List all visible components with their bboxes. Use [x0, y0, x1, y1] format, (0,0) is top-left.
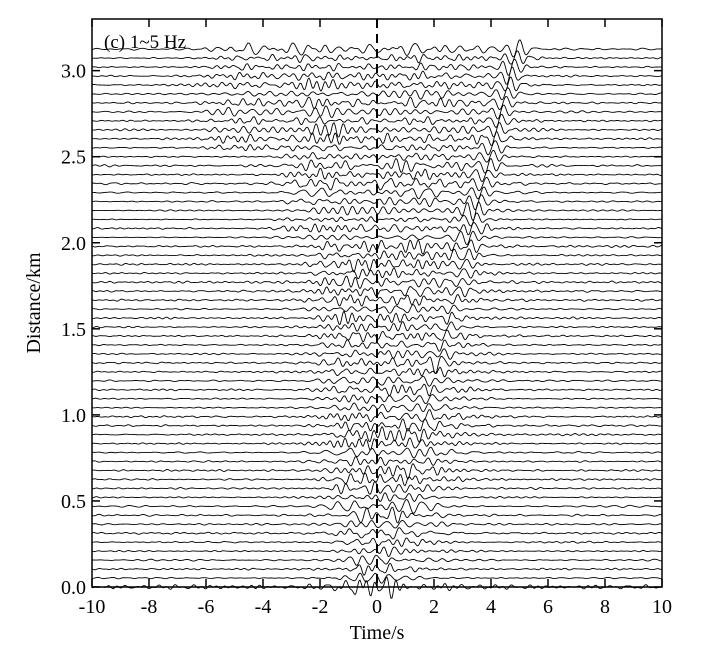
- x-tick-label: 2: [429, 596, 439, 618]
- seismic-trace: [91, 113, 663, 129]
- y-tick-label: 0.0: [61, 577, 86, 599]
- seismic-trace: [91, 267, 663, 280]
- seismic-trace: [91, 519, 663, 529]
- y-axis-label: Distance/km: [23, 252, 45, 354]
- seismic-trace: [91, 492, 663, 502]
- x-tick-label: 4: [486, 596, 496, 618]
- y-tick-label: 2.5: [61, 147, 86, 169]
- seismic-trace: [91, 176, 663, 192]
- seismic-trace: [91, 425, 663, 443]
- y-tick-label: 1.0: [61, 405, 86, 427]
- seismic-trace: [92, 140, 663, 156]
- x-tick-label: -4: [255, 596, 272, 618]
- x-tick-label: 8: [600, 596, 610, 618]
- x-axis-label: Time/s: [350, 622, 405, 644]
- axis-ticks: [91, 19, 663, 588]
- seismic-trace: [91, 554, 662, 566]
- seismic-trace: [91, 293, 663, 307]
- x-tick-label: -6: [198, 596, 215, 618]
- seismic-traces: [91, 39, 663, 599]
- seismic-trace: [91, 248, 663, 261]
- y-tick-label: 1.5: [61, 319, 86, 341]
- y-tick-label: 3.0: [61, 61, 86, 83]
- seismic-trace: [91, 366, 663, 378]
- x-tick-label: -8: [141, 596, 158, 618]
- y-tick-label: 0.5: [61, 491, 86, 513]
- seismic-trace: [91, 455, 663, 467]
- seismic-trace: [91, 66, 663, 85]
- seismic-trace: [91, 506, 663, 524]
- seismic-trace: [91, 472, 662, 487]
- seismic-trace: [91, 355, 663, 374]
- x-tick-label: 10: [652, 596, 672, 618]
- y-tick-label: 2.0: [61, 233, 86, 255]
- seismic-trace: [91, 221, 663, 236]
- x-tick-label: 6: [543, 596, 553, 618]
- seismic-trace: [91, 201, 663, 222]
- x-tick-label: -2: [312, 596, 329, 618]
- seismic-trace: [91, 157, 663, 174]
- x-tick-label: -10: [79, 596, 106, 618]
- seismic-trace: [91, 95, 662, 111]
- x-tick-label: 0: [372, 596, 382, 618]
- axis-tick-labels: -10 -8 -6 -4 -2 0 2 4 6 8 10 0.0 0.5 1.0 1.5 2.0 2.5 3.0: [61, 61, 672, 618]
- seismic-trace: [91, 402, 663, 413]
- panel-label: (c) 1~5 Hz: [104, 32, 186, 53]
